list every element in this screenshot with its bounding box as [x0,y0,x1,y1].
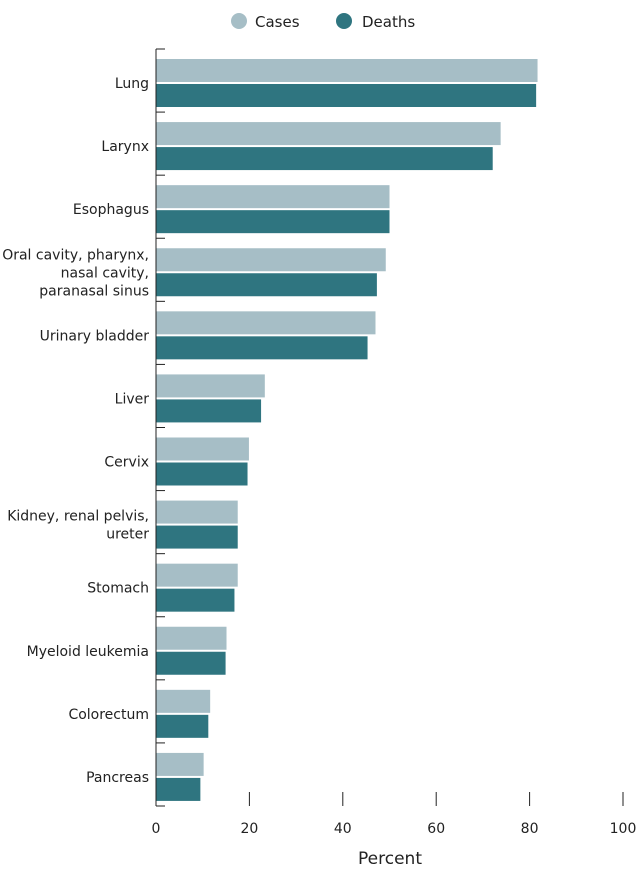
bar-cases-11 [156,753,204,776]
bar-cases-1 [156,122,501,145]
category-label-9: Myeloid leukemia [27,644,149,660]
bar-deaths-5 [156,399,261,422]
x-tick-label-2: 40 [334,821,352,837]
category-label-7: Kidney, renal pelvis, ureter [7,509,149,543]
legend-label-cases: Cases [255,13,300,31]
bar-deaths-11 [156,778,200,801]
bar-cases-9 [156,627,227,650]
bar-deaths-9 [156,652,226,675]
legend: Cases Deaths [231,13,415,31]
category-label-3: Oral cavity, pharynx, nasal cavity, parana… [2,247,149,299]
category-label-4: Urinary bladder [40,328,150,344]
category-label-1: Larynx [101,139,149,155]
category-label-6: Cervix [104,455,149,471]
category-label-0: Lung [115,76,149,92]
bar-deaths-0 [156,84,536,107]
category-label-10: Colorectum [68,707,149,723]
bar-cases-5 [156,374,265,397]
bar-cases-7 [156,501,238,524]
x-tick-label-4: 80 [521,821,539,837]
x-tick-label-3: 60 [427,821,445,837]
legend-marker-cases [231,13,247,29]
bar-deaths-1 [156,147,493,170]
bar-deaths-8 [156,589,234,612]
bar-cases-2 [156,185,390,208]
bar-deaths-4 [156,336,368,359]
bar-cases-3 [156,248,386,271]
category-label-5: Liver [115,391,150,407]
category-label-2: Esophagus [73,202,149,218]
legend-label-deaths: Deaths [362,13,415,31]
bar-deaths-6 [156,463,248,486]
bar-cases-0 [156,59,538,82]
category-label-11: Pancreas [86,770,149,786]
category-label-8: Stomach [87,581,149,597]
bar-cases-6 [156,438,249,461]
bar-deaths-10 [156,715,208,738]
bar-cases-4 [156,311,375,334]
bar-cases-8 [156,564,238,587]
bar-deaths-3 [156,273,377,296]
x-tick-label-1: 20 [240,821,258,837]
x-tick-label-5: 100 [610,821,637,837]
x-tick-label-0: 0 [152,821,161,837]
bar-deaths-7 [156,526,238,549]
legend-marker-deaths [336,13,352,29]
bar-deaths-2 [156,210,390,233]
category-labels: Lung Larynx Esophagus Oral cavity, pharynx,… [2,76,149,786]
x-axis-title: Percent [358,849,422,869]
bar-cases-10 [156,690,210,713]
bars [156,59,538,801]
